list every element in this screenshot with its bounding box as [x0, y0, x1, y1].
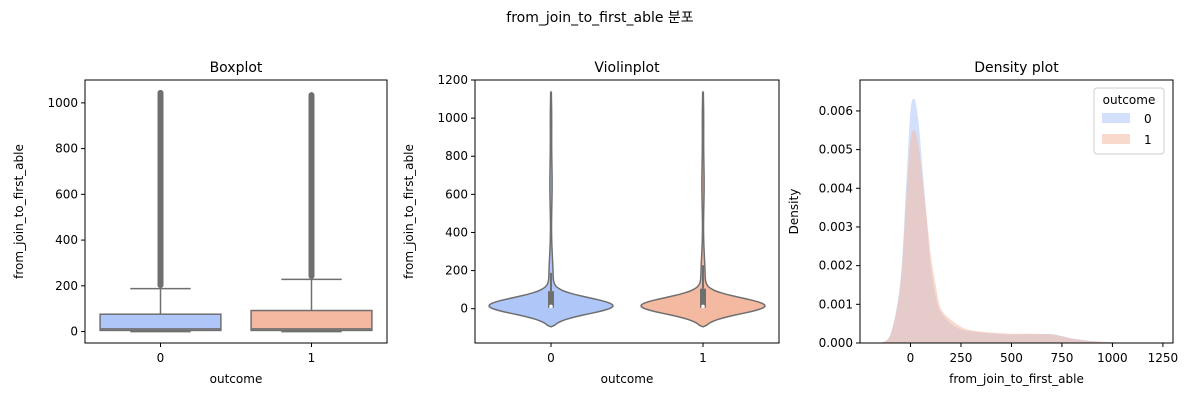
- density-xtick-label: 750: [1050, 351, 1073, 365]
- violinplot-xtick-label: 1: [699, 351, 707, 365]
- density-title: Density plot: [974, 60, 1059, 76]
- density-xtick-label: 0: [907, 351, 915, 365]
- violinplot-xlabel: outcome: [601, 372, 654, 386]
- violinplot-ytick-label: 0: [460, 302, 468, 316]
- boxplot-ytick-label: 600: [55, 187, 78, 201]
- density-ytick-label: 0.003: [819, 220, 853, 234]
- density-legend-swatch-0: [1102, 113, 1130, 123]
- violinplot-panel: Violinplot 0 200 400 600 800 1000 1200 from_join…: [402, 60, 780, 386]
- density-axes-frame: [859, 79, 1174, 344]
- density-ytick-label: 0.004: [819, 181, 853, 195]
- boxplot-ylabel: from_join_to_first_able: [12, 144, 26, 279]
- density-xtick-label: 1000: [1097, 351, 1128, 365]
- density-ytick-label: 0.006: [819, 104, 853, 118]
- violinplot-ytick-label: 400: [445, 225, 468, 239]
- density-ytick-label: 0.002: [819, 259, 853, 273]
- violinplot-violin-1: [640, 91, 766, 328]
- boxplot-title: Boxplot: [210, 60, 263, 76]
- density-legend-label: 1: [1144, 133, 1152, 147]
- boxplot-box-0: [99, 313, 222, 332]
- density-area-1: [880, 130, 1133, 343]
- violinplot-ylabel: from_join_to_first_able: [402, 144, 416, 279]
- density-ytick-label: 0.000: [819, 336, 853, 350]
- violinplot-inner-box: [700, 288, 706, 308]
- violinplot-ytick-label: 1000: [437, 111, 468, 125]
- boxplot-ytick-label: 400: [55, 233, 78, 247]
- density-xtick-label: 500: [1000, 351, 1023, 365]
- density-xlabel: from_join_to_first_able: [949, 372, 1084, 386]
- boxplot-panel: Boxplot 0 200 400 600 800 1000 from_join_to_fir…: [12, 60, 388, 386]
- boxplot-xlabel: outcome: [210, 372, 263, 386]
- boxplot-box-1: [250, 309, 373, 332]
- density-legend-title: outcome: [1103, 93, 1156, 107]
- violinplot-ytick-label: 200: [445, 264, 468, 278]
- boxplot-ytick-label: 200: [55, 279, 78, 293]
- density-legend-label: 0: [1144, 112, 1152, 126]
- boxplot-axes-frame: [84, 79, 388, 344]
- boxplot-outliers-1: [308, 92, 315, 279]
- boxplot-xtick-label: 1: [308, 351, 316, 365]
- violinplot-inner-box: [548, 291, 554, 308]
- density-ytick-label: 0.005: [819, 143, 853, 157]
- violinplot-median-dot: [549, 304, 553, 309]
- density-legend-swatch-1: [1102, 134, 1130, 144]
- violinplot-title: Violinplot: [594, 60, 660, 76]
- violinplot-median-dot: [701, 304, 705, 309]
- density-xtick-label: 250: [950, 351, 973, 365]
- violinplot-violin-0: [488, 91, 614, 328]
- violinplot-ytick-label: 1200: [437, 73, 468, 87]
- violinplot-axes-frame: [474, 79, 780, 344]
- boxplot-ytick-label: 0: [70, 325, 78, 339]
- density-xtick-label: 1250: [1148, 351, 1179, 365]
- violinplot-xtick-label: 0: [547, 351, 555, 365]
- density-ytick-label: 0.001: [819, 297, 853, 311]
- boxplot-ytick-label: 1000: [47, 96, 78, 110]
- density-ylabel: Density: [787, 189, 801, 235]
- boxplot-outliers-0: [157, 89, 164, 289]
- boxplot-ytick-label: 800: [55, 142, 78, 156]
- density-plot-panel: Density plot 0.000 0.001 0.002 0.003 0.004 0.0…: [787, 60, 1178, 386]
- figure-suptitle: from_join_to_first_able 분포: [506, 10, 694, 26]
- violinplot-ytick-label: 800: [445, 149, 468, 163]
- violinplot-ytick-label: 600: [445, 187, 468, 201]
- boxplot-xtick-label: 0: [157, 351, 165, 365]
